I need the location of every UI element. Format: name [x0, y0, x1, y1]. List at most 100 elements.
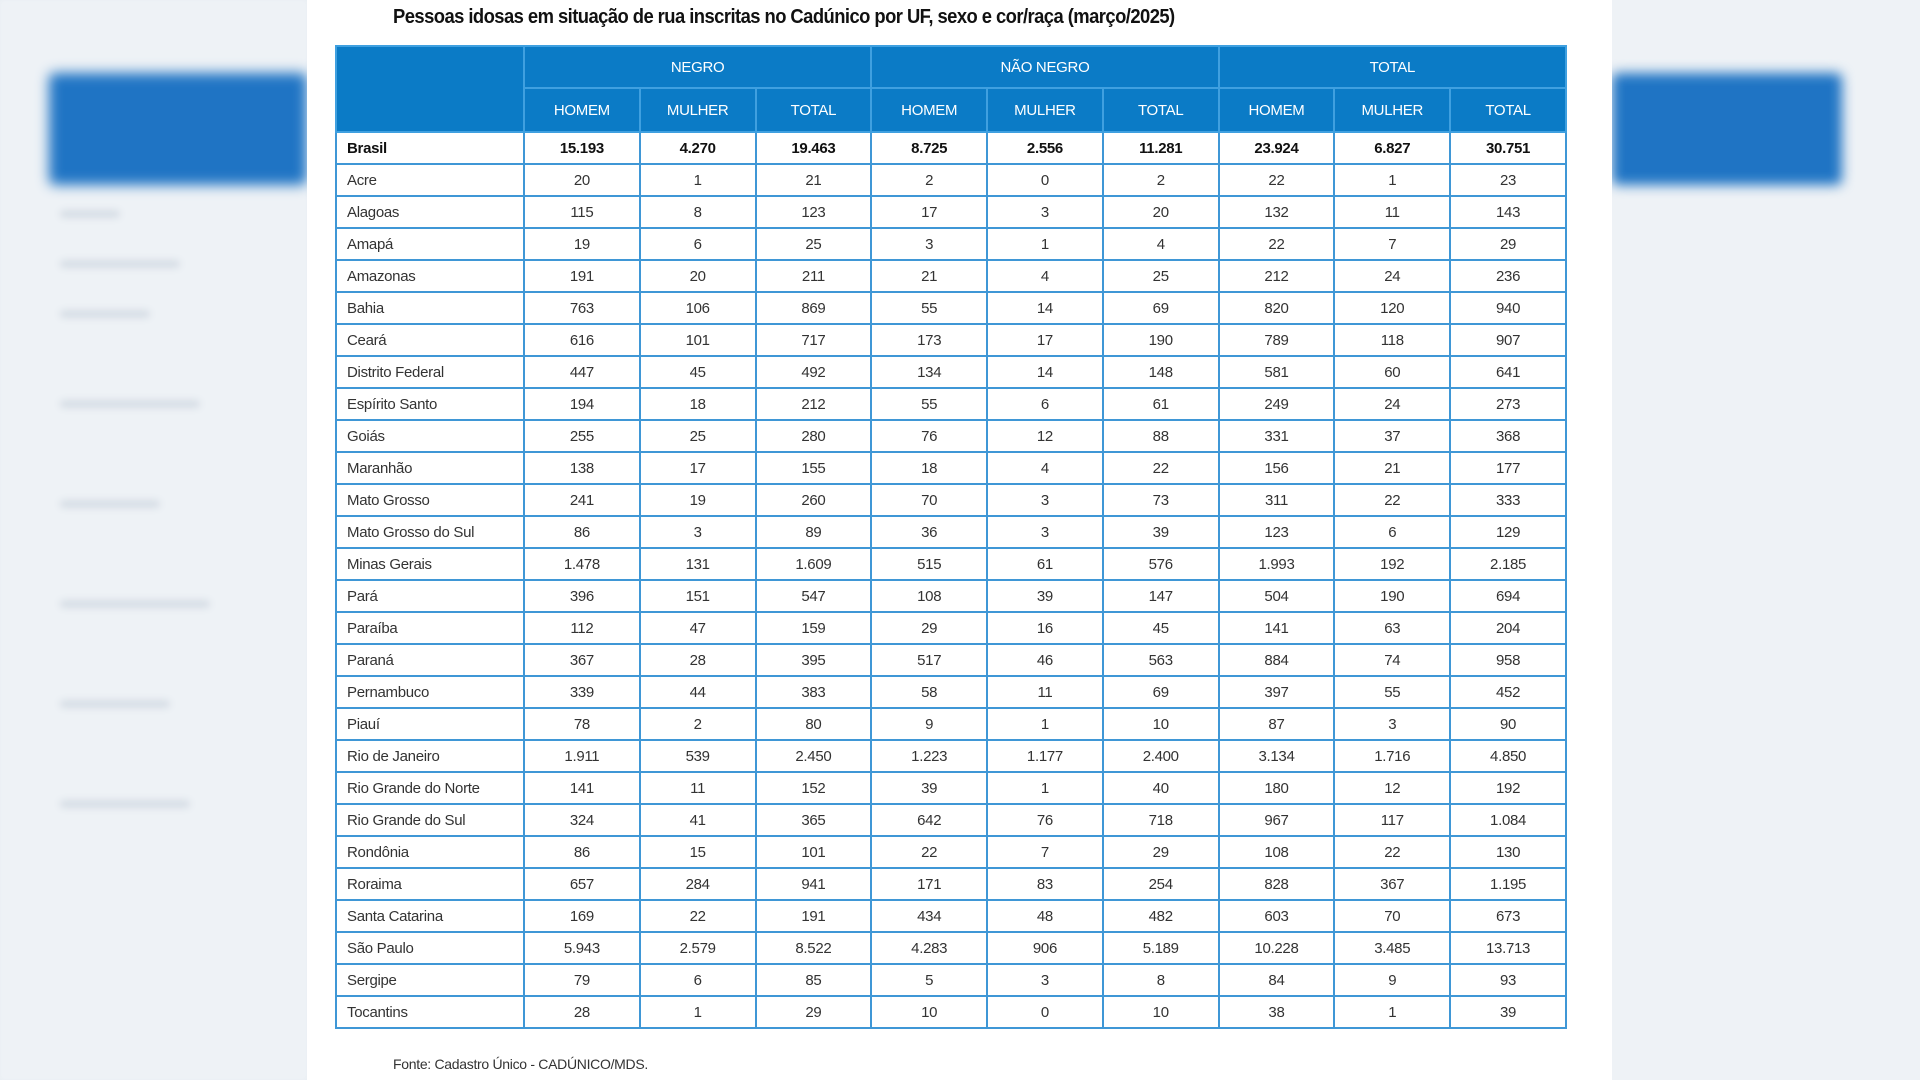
table-cell: 190: [1333, 579, 1452, 613]
table-cell: 4: [1101, 227, 1220, 261]
background-line: [60, 260, 180, 268]
table-cell: 21: [754, 163, 873, 197]
table-cell: 6.827: [1333, 131, 1452, 165]
table-cell: 657: [523, 867, 641, 901]
table-cell: 148: [1101, 355, 1220, 389]
column-header: MULHER: [1333, 87, 1452, 133]
group-header: TOTAL: [1217, 45, 1568, 89]
table-cell: 452: [1449, 675, 1567, 709]
table-row: Goiás 255 25 280 76 12 88 331 37 368: [335, 419, 1567, 453]
table-cell: 29: [754, 995, 873, 1029]
table-cell: 9: [1333, 963, 1452, 997]
table-cell: 642: [870, 803, 989, 837]
table-cell: 159: [754, 611, 873, 645]
table-cell: 19.463: [754, 131, 873, 165]
table-row: Rio de Janeiro 1.911 539 2.450 1.223 1.177 2.4…: [335, 739, 1567, 773]
table-cell: 12: [986, 419, 1104, 453]
column-header: MULHER: [986, 87, 1104, 133]
row-label: Rio Grande do Norte: [335, 771, 525, 805]
table-cell: 8.725: [870, 131, 989, 165]
table-cell: 1.195: [1449, 867, 1567, 901]
background-line: [60, 310, 150, 318]
table-cell: 134: [870, 355, 989, 389]
table-cell: 29: [1101, 835, 1220, 869]
table-cell: 1: [1333, 163, 1452, 197]
table-cell: 254: [1101, 867, 1220, 901]
table-cell: 828: [1217, 867, 1336, 901]
table-cell: 23.924: [1217, 131, 1336, 165]
table-cell: 86: [523, 515, 641, 549]
row-label: Espírito Santo: [335, 387, 525, 421]
table-cell: 2.400: [1101, 739, 1220, 773]
table-cell: 132: [1217, 195, 1336, 229]
table-cell: 1.223: [870, 739, 989, 773]
table-cell: 86: [523, 835, 641, 869]
table-row: Paraná 367 28 395 517 46 563 884 74 958: [335, 643, 1567, 677]
table-cell: 45: [638, 355, 757, 389]
table-cell: 14: [986, 355, 1104, 389]
background-right-blurred: [1612, 0, 1920, 1080]
table-cell: 22: [1217, 227, 1336, 261]
table-cell: 101: [638, 323, 757, 357]
group-header: NEGRO: [522, 45, 873, 89]
table-cell: 3: [986, 963, 1104, 997]
table-cell: 581: [1217, 355, 1336, 389]
table-cell: 141: [1217, 611, 1336, 645]
table-row: Acre 20 1 21 2 0 2 22 1 23: [335, 163, 1567, 197]
table-cell: 717: [754, 323, 873, 357]
table-cell: 73: [1101, 483, 1220, 517]
table-title: Pessoas idosas em situação de rua inscri…: [393, 6, 1175, 28]
table-cell: 120: [1333, 291, 1452, 325]
table-row: Bahia 763 106 869 55 14 69 820 120 940: [335, 291, 1567, 325]
table-cell: 22: [1217, 163, 1336, 197]
row-label: Bahia: [335, 291, 525, 325]
table-cell: 4: [986, 259, 1104, 293]
table-cell: 884: [1217, 643, 1336, 677]
table-cell: 30.751: [1449, 131, 1567, 165]
table-cell: 6: [638, 963, 757, 997]
table-cell: 7: [1333, 227, 1452, 261]
table-cell: 55: [1333, 675, 1452, 709]
table-cell: 869: [754, 291, 873, 325]
table-cell: 14: [986, 291, 1104, 325]
table-cell: 79: [523, 963, 641, 997]
data-table: NEGRO NÃO NEGRO TOTAL HOMEM MULHER TOTAL HO…: [335, 45, 1568, 1029]
table-cell: 1: [638, 163, 757, 197]
table-row-total: Brasil 15.193 4.270 19.463 8.725 2.556 11.281 2…: [335, 131, 1567, 165]
table-cell: 10: [1101, 995, 1220, 1029]
table-cell: 255: [523, 419, 641, 453]
table-cell: 397: [1217, 675, 1336, 709]
table-cell: 3: [1333, 707, 1452, 741]
background-line: [60, 210, 120, 218]
table-cell: 5: [870, 963, 989, 997]
table-cell: 280: [754, 419, 873, 453]
table-cell: 284: [638, 867, 757, 901]
table-row: Espírito Santo 194 18 212 55 6 61 249 24 273: [335, 387, 1567, 421]
row-label: Rio Grande do Sul: [335, 803, 525, 837]
column-header: HOMEM: [1217, 87, 1336, 133]
table-cell: 41: [638, 803, 757, 837]
table-cell: 434: [870, 899, 989, 933]
table-cell: 1.177: [986, 739, 1104, 773]
table-cell: 29: [870, 611, 989, 645]
table-cell: 108: [1217, 835, 1336, 869]
table-cell: 123: [754, 195, 873, 229]
table-cell: 367: [1333, 867, 1452, 901]
table-cell: 69: [1101, 291, 1220, 325]
table-cell: 138: [523, 451, 641, 485]
row-label: Paraíba: [335, 611, 525, 645]
table-cell: 367: [523, 643, 641, 677]
table-cell: 123: [1217, 515, 1336, 549]
table-cell: 3.134: [1217, 739, 1336, 773]
table-cell: 28: [523, 995, 641, 1029]
table-cell: 395: [754, 643, 873, 677]
table-cell: 22: [1333, 835, 1452, 869]
table-cell: 249: [1217, 387, 1336, 421]
table-cell: 673: [1449, 899, 1567, 933]
table-cell: 4.270: [638, 131, 757, 165]
table-cell: 333: [1449, 483, 1567, 517]
table-cell: 212: [1217, 259, 1336, 293]
table-cell: 76: [870, 419, 989, 453]
table-cell: 58: [870, 675, 989, 709]
table-row: Amapá 19 6 25 3 1 4 22 7 29: [335, 227, 1567, 261]
